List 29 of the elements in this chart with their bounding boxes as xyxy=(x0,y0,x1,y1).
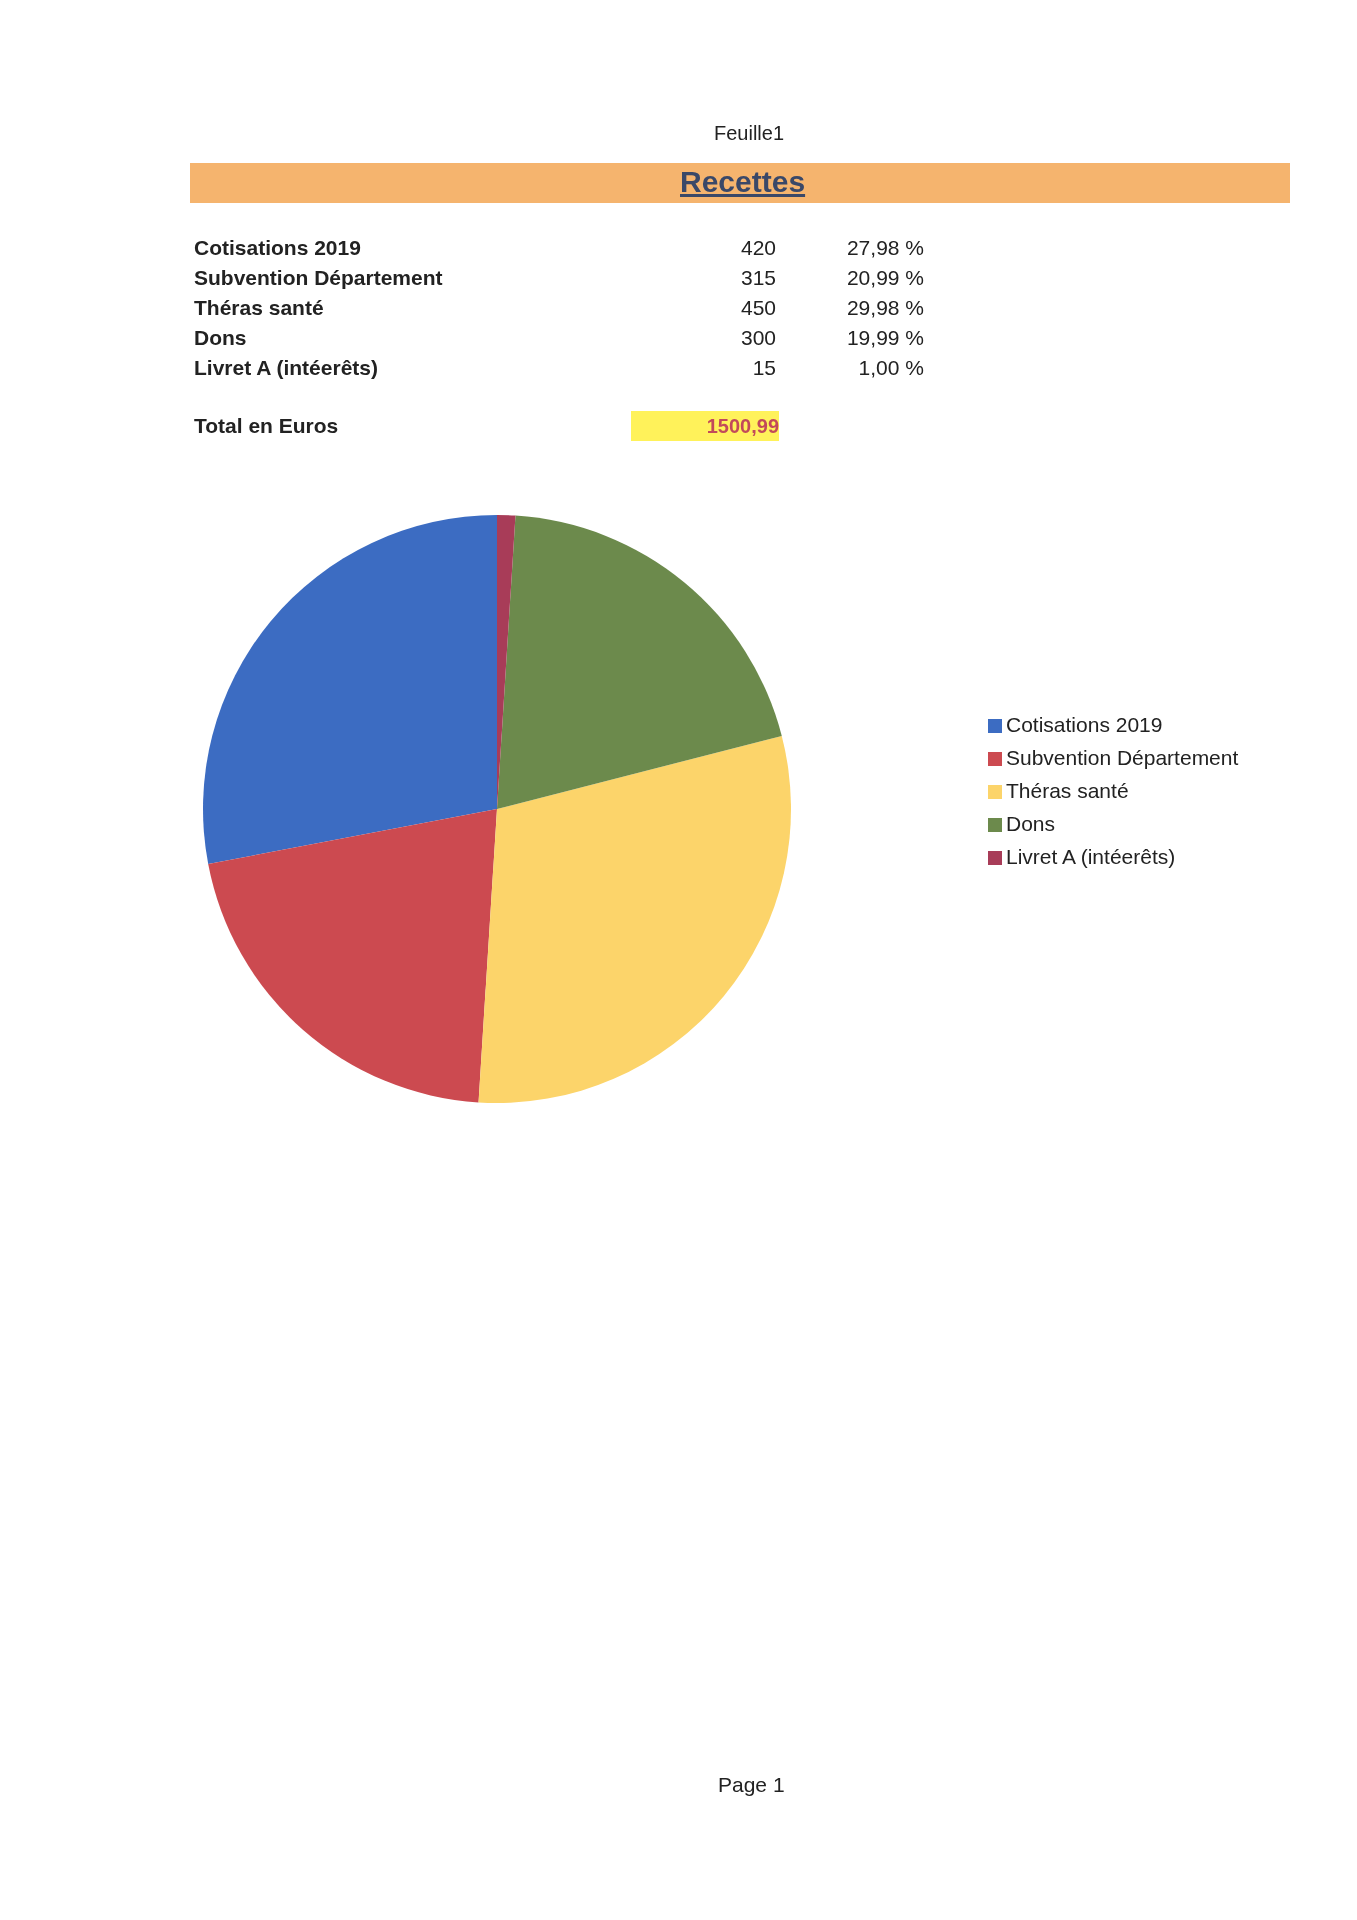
pie-slice xyxy=(208,809,497,1103)
legend-label: Dons xyxy=(1006,812,1056,835)
legend-label: Subvention Département xyxy=(1006,746,1239,769)
text: 420 xyxy=(739,236,776,260)
text: Total en Euros xyxy=(194,414,339,438)
category-label: Livret A (intéerêts) xyxy=(194,356,378,379)
text: 450 xyxy=(739,296,776,320)
category-label: Cotisations 2019 xyxy=(194,236,361,259)
text: 20,99 % xyxy=(845,266,924,290)
text: 15 xyxy=(751,356,776,380)
text: 29,98 % xyxy=(845,296,924,320)
legend-label: Théras santé xyxy=(1006,779,1129,802)
pie-slice xyxy=(497,515,782,809)
text: 19,99 % xyxy=(845,326,924,350)
text: 1,00 % xyxy=(857,356,924,380)
text: 1500,99 xyxy=(631,411,779,441)
chart-title: Recettes xyxy=(680,165,806,199)
text: 27,98 % xyxy=(845,236,924,260)
category-label: Dons xyxy=(194,326,247,349)
pie-slice xyxy=(203,515,497,865)
category-label: Théras santé xyxy=(194,296,324,319)
legend-label: Livret A (intéerêts) xyxy=(1006,845,1176,868)
pie-slice xyxy=(478,735,791,1103)
category-label: Subvention Département xyxy=(194,266,443,289)
text: Page 1 xyxy=(718,1773,785,1797)
text: 300 xyxy=(739,326,776,350)
text: 315 xyxy=(739,266,776,290)
text: Feuille1 xyxy=(714,122,785,145)
legend-label: Cotisations 2019 xyxy=(1006,713,1163,736)
